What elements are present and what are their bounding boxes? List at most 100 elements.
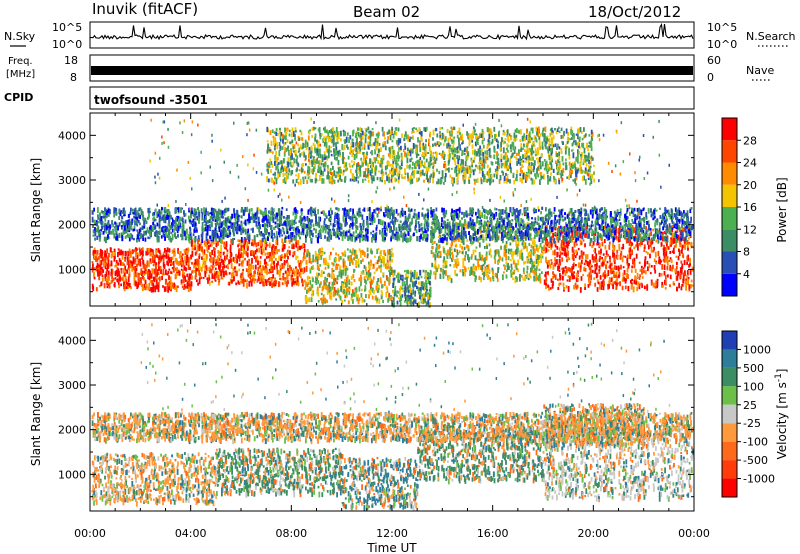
heatmap-cell [139, 249, 141, 254]
heatmap-cell [295, 255, 297, 260]
heatmap-cell [199, 248, 202, 251]
heatmap-cell [188, 280, 191, 285]
heatmap-cell [414, 282, 417, 287]
heatmap-cell [429, 269, 432, 276]
heatmap-cell [138, 273, 140, 276]
heatmap-cell [688, 264, 690, 268]
heatmap-cell [191, 275, 193, 280]
heatmap-cell [141, 248, 143, 254]
heatmap-cell [579, 233, 582, 239]
heatmap-cell [232, 237, 234, 244]
heatmap-cell [330, 276, 333, 279]
heatmap-cell [149, 272, 151, 279]
heatmap-cell [457, 226, 460, 230]
heatmap-cell [395, 208, 398, 214]
heatmap-cell [188, 257, 191, 263]
heatmap-cell [181, 253, 184, 256]
heatmap-cell [286, 253, 288, 258]
heatmap-cell [373, 271, 376, 275]
heatmap-cell [216, 274, 219, 280]
heatmap-cell [304, 287, 307, 290]
heatmap-cell [206, 277, 209, 281]
heatmap-cell [324, 266, 327, 270]
heatmap-cell [412, 289, 415, 295]
heatmap-cell [94, 250, 97, 255]
heatmap-cell [337, 287, 339, 292]
heatmap-cell [456, 273, 458, 277]
heatmap-cell [299, 268, 302, 273]
heatmap-cell [479, 225, 482, 230]
heatmap-cell [345, 292, 347, 296]
heatmap-cell [141, 255, 144, 259]
heatmap-cell [438, 239, 440, 243]
heatmap-cell [296, 276, 299, 282]
heatmap-cell [214, 273, 217, 277]
heatmap-cell [256, 278, 259, 283]
heatmap-cell [359, 237, 361, 243]
heatmap-cell [397, 290, 399, 294]
heatmap-cell [596, 243, 598, 246]
heatmap-cell [669, 274, 672, 280]
heatmap-cell [152, 263, 155, 267]
heatmap-cell [116, 267, 119, 272]
heatmap-cell [208, 270, 211, 274]
heatmap-cell [281, 282, 284, 285]
heatmap-cell [609, 259, 611, 263]
heatmap-cell [348, 286, 350, 289]
heatmap-cell [241, 272, 244, 278]
heatmap-cell [162, 268, 165, 274]
heatmap-cell [472, 266, 475, 272]
heatmap-cell [351, 293, 353, 298]
heatmap-cell [318, 251, 321, 257]
heatmap-cell [241, 263, 244, 267]
heatmap-cell [255, 242, 258, 248]
heatmap-cell [281, 234, 283, 237]
heatmap-cell [633, 279, 636, 285]
heatmap-cell [226, 272, 229, 276]
heatmap-cell [180, 263, 183, 268]
heatmap-cell [341, 252, 343, 255]
heatmap-cell [478, 251, 481, 258]
heatmap-cell [273, 260, 275, 265]
heatmap-cell [308, 276, 311, 279]
heatmap-cell [387, 298, 389, 303]
heatmap-cell [229, 278, 232, 283]
heatmap-cell [566, 267, 568, 274]
heatmap-cell [254, 250, 257, 255]
heatmap-cell [198, 255, 201, 260]
heatmap-cell [110, 280, 113, 284]
heatmap-cell [563, 241, 565, 245]
heatmap-cell [155, 279, 158, 285]
heatmap-cell [626, 268, 629, 273]
heatmap-cell [667, 274, 669, 278]
heatmap-cell [200, 242, 203, 246]
heatmap-cell [276, 249, 278, 255]
heatmap-cell [593, 277, 596, 280]
heatmap-cell [559, 263, 561, 266]
heatmap-cell [477, 261, 479, 268]
heatmap-cell [251, 274, 254, 279]
heatmap-cell [429, 275, 432, 280]
heatmap-cell [99, 253, 101, 257]
heatmap-cell [389, 255, 392, 261]
heatmap-cell [178, 270, 181, 276]
heatmap-cell [177, 234, 179, 238]
heatmap-cell [136, 284, 139, 289]
heatmap-cell [407, 285, 410, 289]
heatmap-cell [99, 264, 102, 270]
heatmap-cell [257, 266, 260, 272]
heatmap-cell [297, 269, 300, 273]
heatmap-cell [265, 280, 268, 286]
heatmap-cell [347, 255, 350, 259]
heatmap-cell [250, 250, 252, 256]
heatmap-cell [323, 298, 325, 303]
heatmap-cell [288, 271, 291, 277]
heatmap-cell [305, 295, 308, 302]
heatmap-cell [445, 242, 448, 246]
heatmap-cell [95, 256, 97, 262]
heatmap-cell [173, 269, 175, 273]
heatmap-cell [242, 282, 245, 287]
heatmap-cell [218, 279, 221, 283]
heatmap-cell [643, 270, 645, 274]
heatmap-cell [342, 266, 345, 270]
